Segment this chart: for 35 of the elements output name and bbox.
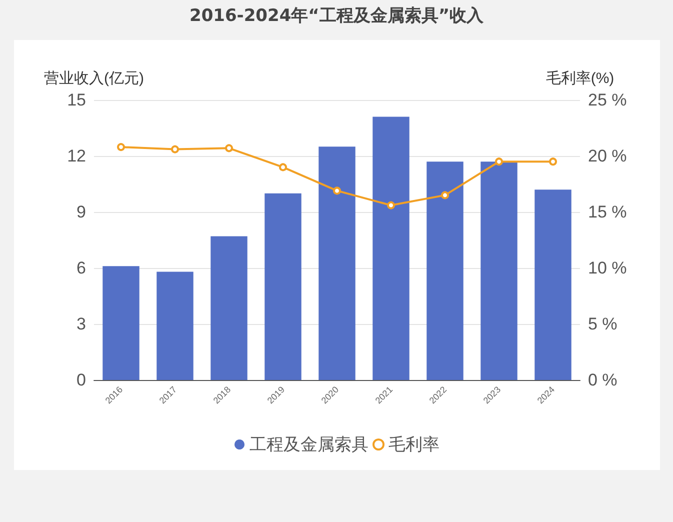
bar [480,162,518,380]
point [279,163,287,172]
y-axis-title: 营业收入(亿元) [44,70,144,87]
y2-tick-label: 5 % [588,314,618,334]
point [441,191,449,200]
point [549,158,557,166]
y2-tick-label: 25 % [588,90,627,110]
y-tick-label: 9 [76,202,86,222]
legend-label: 毛利率 [388,435,440,454]
legend-label: 工程及金属索具 [250,435,368,454]
bar [210,236,248,380]
bar [318,146,356,380]
point [171,145,179,154]
y-tick-label: 3 [76,314,86,334]
bar [534,190,572,380]
bar [372,116,410,380]
y2-tick-label: 0 % [588,370,618,390]
y-tick-label: 15 [67,90,86,110]
chart-title: 2016-2024年“工程及金属索具”收入 [188,5,485,27]
point [387,201,395,210]
bar [102,266,140,380]
bar [264,193,302,380]
y-tick-label: 0 [76,370,86,390]
y-tick-label: 6 [76,258,86,278]
y2-tick-label: 10 % [588,258,627,278]
point [495,158,503,166]
y2-tick-label: 15 % [588,202,627,222]
point [225,144,233,152]
point [117,143,125,152]
point [333,186,341,195]
bar [426,162,464,380]
bar [156,272,194,380]
y2-axis-title: 毛利率(%) [546,70,614,87]
y-tick-label: 12 [67,146,86,166]
y2-tick-label: 20 % [588,146,627,166]
